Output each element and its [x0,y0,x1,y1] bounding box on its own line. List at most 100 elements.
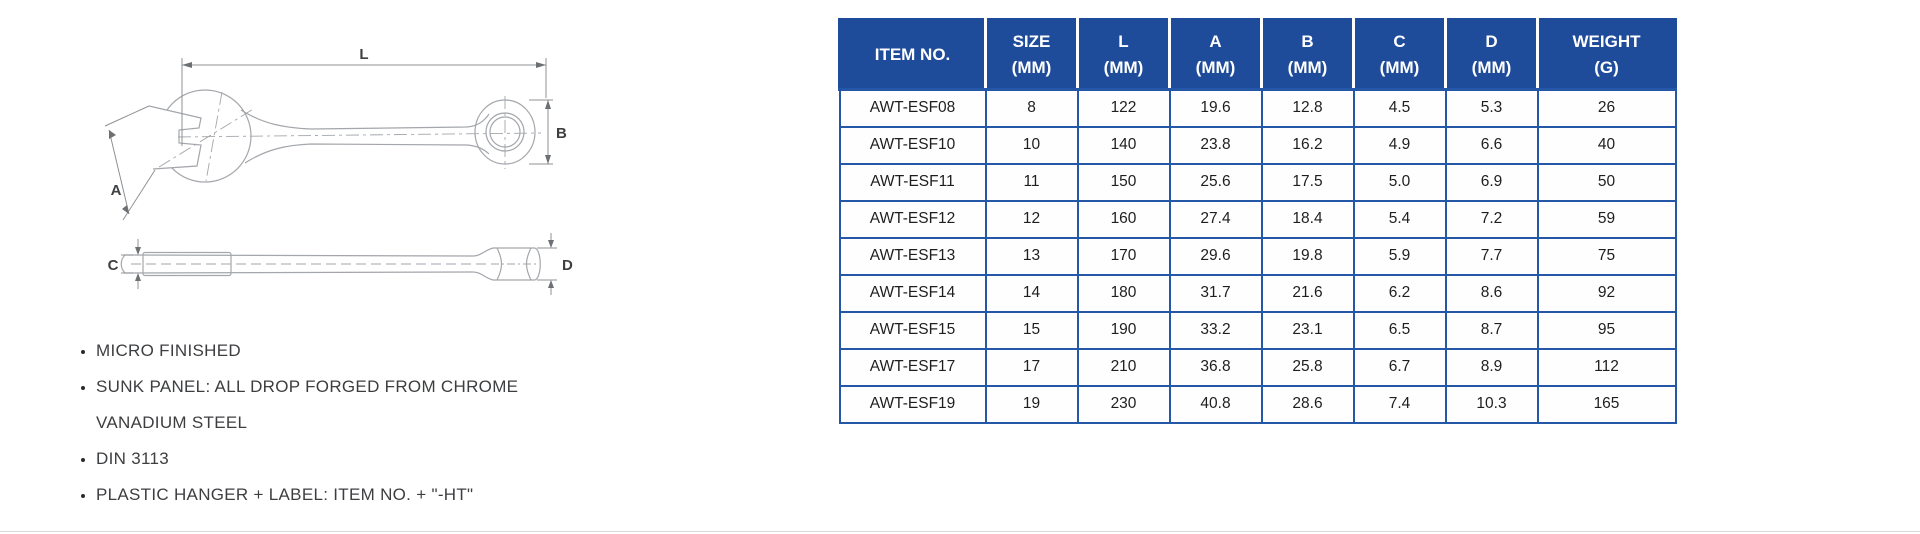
d-extension-lines [537,247,557,281]
dim-label-d: D [562,257,573,274]
table-cell: 5.9 [1352,236,1447,276]
feature-list: MICRO FINISHEDSUNK PANEL: ALL DROP FORGE… [72,333,572,513]
table-cell: 29.6 [1168,236,1263,276]
a-dimension-line [108,129,130,215]
feature-item: SUNK PANEL: ALL DROP FORGED FROM CHROME … [96,369,572,441]
table-cell: 17 [984,347,1079,387]
column-header: D (MM) [1444,18,1539,91]
column-header: ITEM NO. [838,18,987,91]
table-row: AWT-ESF14 14 180 31.7 21.6 6.2 8.6 92 [838,273,1677,313]
table-row: AWT-ESF12 12 160 27.4 18.4 5.4 7.2 59 [838,199,1677,239]
table-cell: 180 [1076,273,1171,313]
table-cell: 10 [984,125,1079,165]
table-cell: 6.9 [1444,162,1539,202]
spec-table: ITEM NO. SIZE (MM) L (MM) A (MM) B (MM) C (MM) D (MM… [838,18,1677,424]
table-cell: 13 [984,236,1079,276]
sunk-panel [142,251,232,277]
center-lines [158,91,542,182]
wrench-drawing-svg: L B A C D [104,46,573,295]
dim-label-a: A [111,182,122,199]
table-cell: AWT-ESF15 [838,310,987,350]
column-header: WEIGHT (G) [1536,18,1677,91]
table-cell: 23.8 [1168,125,1263,165]
cd-dimension-lines [121,233,557,295]
wrench-technical-drawing: L B A C D [85,38,585,308]
table-row: AWT-ESF19 19 230 40.8 28.6 7.4 10.3 165 [838,384,1677,424]
table-cell: AWT-ESF11 [838,162,987,202]
table-cell: 27.4 [1168,199,1263,239]
table-cell: 19 [984,384,1079,424]
table-row: AWT-ESF15 15 190 33.2 23.1 6.5 8.7 95 [838,310,1677,350]
column-header-label: ITEM NO. [874,44,951,64]
table-header-row: ITEM NO. SIZE (MM) L (MM) A (MM) B (MM) C (MM) D (MM… [838,18,1677,91]
column-header-label: A [1209,31,1222,51]
a-extension-top [104,105,150,127]
table-cell: 26 [1536,88,1677,128]
column-header-label: WEIGHT [1572,31,1641,51]
table-cell: AWT-ESF13 [838,236,987,276]
table-cell: 6.5 [1352,310,1447,350]
table-cell: 12 [984,199,1079,239]
table-cell: 16.2 [1260,125,1355,165]
table-cell: 14 [984,273,1079,313]
table-cell: 75 [1536,236,1677,276]
table-cell: 19.6 [1168,88,1263,128]
table-cell: 11 [984,162,1079,202]
table-cell: 112 [1536,347,1677,387]
table-cell: 19.8 [1260,236,1355,276]
table-cell: 8.6 [1444,273,1539,313]
table-cell: AWT-ESF17 [838,347,987,387]
table-cell: 17.5 [1260,162,1355,202]
table-cell: 165 [1536,384,1677,424]
table-cell: AWT-ESF14 [838,273,987,313]
table-row: AWT-ESF08 8 122 19.6 12.8 4.5 5.3 26 [838,88,1677,128]
table-cell: 150 [1076,162,1171,202]
column-header-unit: (MM) [1195,57,1236,77]
feature-list-items: MICRO FINISHEDSUNK PANEL: ALL DROP FORGE… [72,333,572,513]
column-header: B (MM) [1260,18,1355,91]
table-cell: 40 [1536,125,1677,165]
wrench-edge-view [120,247,541,281]
table-body: AWT-ESF08 8 122 19.6 12.8 4.5 5.3 26 AWT-ESF10 10… [838,88,1677,424]
table-cell: 170 [1076,236,1171,276]
column-header: L (MM) [1076,18,1171,91]
table-cell: 59 [1536,199,1677,239]
table-cell: 5.4 [1352,199,1447,239]
table-cell: AWT-ESF12 [838,199,987,239]
column-header-unit: (MM) [1287,57,1328,77]
dim-label-l: L [359,46,368,63]
column-header-label: SIZE [1012,31,1051,51]
table-cell: 190 [1076,310,1171,350]
column-header: C (MM) [1352,18,1447,91]
table-cell: 5.0 [1352,162,1447,202]
column-header-label: D [1485,31,1498,51]
table-cell: 6.6 [1444,125,1539,165]
shaft-top-edge [240,109,490,130]
column-header-label: C [1393,31,1406,51]
dim-label-c: C [108,257,119,274]
table-cell: 33.2 [1168,310,1263,350]
dimension-lines [104,58,553,221]
table-cell: 7.7 [1444,236,1539,276]
table-cell: 28.6 [1260,384,1355,424]
table-cell: AWT-ESF19 [838,384,987,424]
table-cell: 18.4 [1260,199,1355,239]
table-cell: 95 [1536,310,1677,350]
bottom-divider [0,531,1920,532]
table-cell: 6.7 [1352,347,1447,387]
table-cell: 160 [1076,199,1171,239]
edge-right-cap [534,247,541,281]
table-cell: 12.8 [1260,88,1355,128]
column-header-unit: (G) [1594,57,1619,77]
table-row: AWT-ESF10 10 140 23.8 16.2 4.9 6.6 40 [838,125,1677,165]
table-cell: 6.2 [1352,273,1447,313]
table-cell: 36.8 [1168,347,1263,387]
table-cell: 8.9 [1444,347,1539,387]
c-extension-lines [121,254,133,274]
table-cell: 31.7 [1168,273,1263,313]
table-cell: 7.2 [1444,199,1539,239]
table-cell: 10.3 [1444,384,1539,424]
feature-item: MICRO FINISHED [96,333,572,369]
column-header-unit: (MM) [1379,57,1420,77]
